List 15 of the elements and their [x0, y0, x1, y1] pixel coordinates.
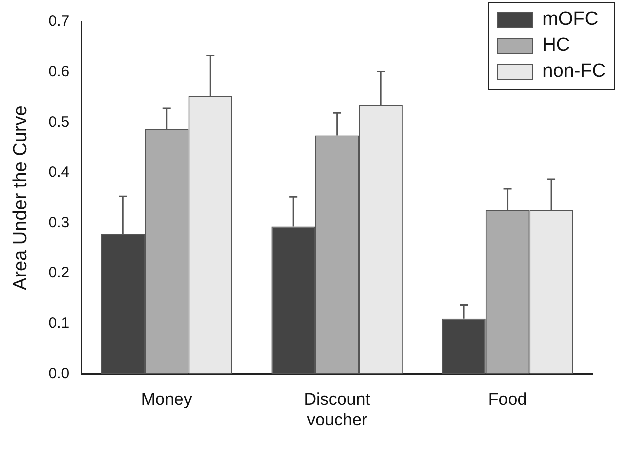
x-tick-label: Discount voucher [304, 390, 371, 430]
legend-label: HC [542, 35, 570, 57]
legend-label: mOFC [542, 9, 599, 31]
y-axis-title: Area Under the Curve [10, 106, 32, 291]
legend-label: non-FC [542, 61, 606, 83]
y-tick-label: 0.1 [48, 315, 70, 332]
x-tick-label: Money [141, 390, 193, 410]
y-tick-label: 0.4 [48, 164, 70, 182]
x-tick-label: Food [488, 390, 528, 410]
y-tick-label: 0.5 [48, 114, 70, 131]
y-tick-label: 0.0 [48, 365, 70, 382]
y-tick-label: 0.2 [48, 264, 70, 282]
y-tick-label: 0.6 [48, 63, 70, 80]
y-tick-label: 0.7 [48, 13, 70, 30]
y-tick-label: 0.3 [48, 214, 70, 232]
